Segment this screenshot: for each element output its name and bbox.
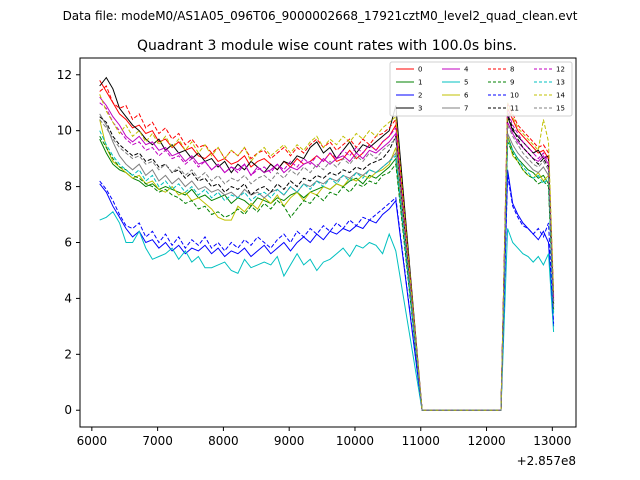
x-tick-label: 7000: [142, 434, 173, 448]
legend-label: 4: [464, 66, 469, 74]
y-tick-label: 10: [57, 124, 72, 138]
x-tick-label: 11000: [402, 434, 440, 448]
series-line-10: [99, 175, 555, 411]
x-tick-label: 13000: [533, 434, 571, 448]
y-tick-label: 8: [64, 180, 72, 194]
legend-label: 7: [464, 105, 468, 113]
series-line-15: [99, 119, 555, 411]
x-tick-label: 6000: [77, 434, 108, 448]
legend-label: 5: [464, 79, 468, 87]
series-line-13: [99, 130, 555, 411]
legend-label: 8: [510, 66, 514, 74]
legend-label: 9: [510, 79, 514, 87]
y-tick-label: 4: [64, 291, 72, 305]
axis-layer: 6000 7000 8000 9000 10000 11000 12000 13000 0 2 4 6…: [57, 68, 572, 448]
x-tick-label: 8000: [208, 434, 239, 448]
legend-label: 3: [418, 105, 422, 113]
series-line-11: [99, 113, 555, 411]
legend-label: 15: [556, 105, 565, 113]
chart-title: Quadrant 3 module wise count rates with …: [137, 38, 517, 54]
x-offset-label: +2.857e8: [517, 454, 576, 468]
legend-label: 14: [556, 92, 565, 100]
series-line-5: [99, 211, 555, 411]
x-tick-label: 9000: [274, 434, 305, 448]
legend-label: 6: [464, 92, 469, 100]
legend-label: 1: [418, 79, 422, 87]
legend-label: 0: [418, 66, 422, 74]
x-tick-label: 10000: [336, 434, 374, 448]
plot-border: [79, 57, 577, 428]
y-tick-label: 12: [57, 68, 72, 82]
legend-label: 10: [510, 92, 519, 100]
legend-box: [389, 61, 573, 117]
legend-label: 2: [418, 92, 422, 100]
y-tick-label: 2: [64, 347, 72, 361]
y-tick-label: 6: [64, 236, 72, 250]
chart-suptitle: Data file: modeM0/AS1A05_096T06_90000026…: [63, 9, 578, 23]
series-line-12: [99, 102, 555, 411]
y-tick-label: 0: [64, 403, 72, 417]
legend-label: 13: [556, 79, 565, 87]
series-line-9: [99, 136, 555, 411]
legend-label: 12: [556, 66, 565, 74]
legend-label: 11: [510, 105, 519, 113]
plot-area: [80, 58, 576, 427]
series-layer: [99, 76, 555, 411]
x-tick-label: 12000: [467, 434, 505, 448]
